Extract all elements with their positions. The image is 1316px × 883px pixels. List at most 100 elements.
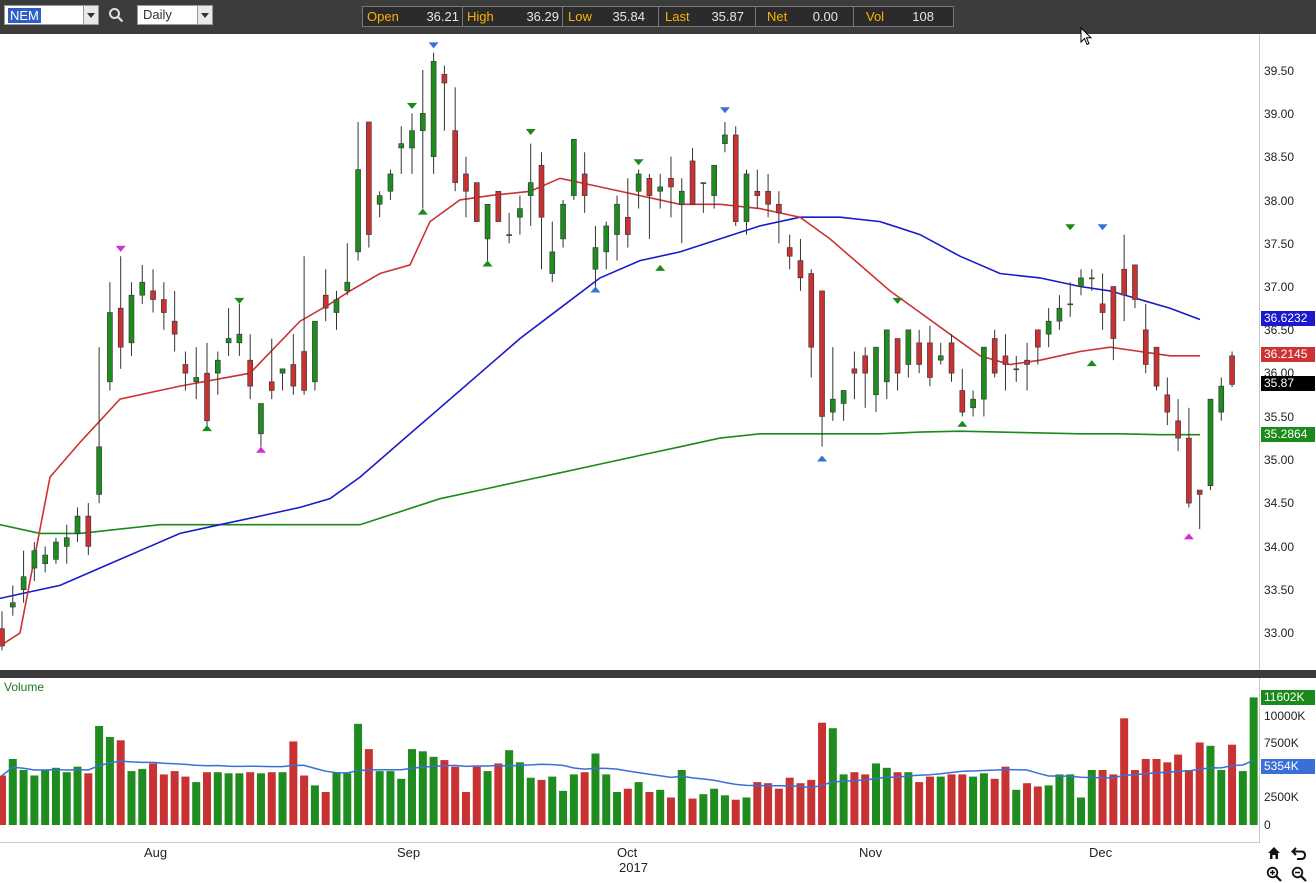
candle-body <box>883 329 890 383</box>
candle-body <box>765 190 771 205</box>
candle-body <box>592 247 599 270</box>
symbol-dropdown-button[interactable] <box>83 5 99 25</box>
last-label: Last <box>665 9 690 24</box>
candle-body <box>506 234 512 236</box>
volume-bar <box>677 770 686 825</box>
volume-bar <box>1023 783 1032 825</box>
price-chart[interactable] <box>0 34 1259 670</box>
volume-bar <box>850 772 859 825</box>
ma20-price-tag: 36.2145 <box>1261 347 1315 362</box>
signal-marker-up <box>957 420 968 427</box>
candle-body <box>1024 359 1030 365</box>
volume-bar <box>1120 718 1129 825</box>
candle-body <box>430 61 437 157</box>
signal-marker-down <box>1065 224 1076 231</box>
volume-bar <box>839 774 848 825</box>
volume-bar <box>893 772 902 825</box>
panel-divider[interactable] <box>0 670 1316 678</box>
candle-body <box>53 541 59 560</box>
candle-body <box>1099 303 1106 313</box>
volume-bar <box>116 740 125 825</box>
volume-bar <box>666 797 675 825</box>
price-tick: 35.50 <box>1264 410 1295 424</box>
volume-bar <box>278 772 287 825</box>
volume-bar <box>925 776 934 825</box>
candle-body <box>830 398 836 413</box>
search-icon[interactable] <box>108 7 124 23</box>
net-label: Net <box>767 9 788 24</box>
volume-bar <box>461 792 470 825</box>
volume-bar <box>969 776 978 825</box>
volume-bar <box>203 772 212 825</box>
candle-body <box>689 160 696 205</box>
volume-bar <box>51 767 60 825</box>
candle-body <box>1207 398 1214 487</box>
low-label: Low <box>568 9 592 24</box>
candle-body <box>236 333 243 344</box>
zoom-in-icon[interactable] <box>1266 866 1282 882</box>
quote-bar: Open 36.21 High 36.29 Low 35.84 Last 35.… <box>362 6 954 27</box>
open-value: 36.21 <box>426 9 459 24</box>
volume-bar <box>386 771 395 825</box>
volume-bar <box>159 774 168 825</box>
signal-marker-down <box>892 297 903 304</box>
candle-body <box>398 143 405 149</box>
volume-bar <box>62 772 71 825</box>
volume-average-line <box>1 759 1254 789</box>
candle-body <box>1164 394 1171 413</box>
candle-body <box>776 203 782 214</box>
candle-body <box>312 320 318 383</box>
volume-bar <box>224 773 233 825</box>
high-label: High <box>467 9 494 24</box>
signal-marker-down <box>115 245 126 252</box>
candle-body <box>344 281 351 292</box>
high-value: 36.29 <box>526 9 559 24</box>
volume-bar <box>656 789 665 825</box>
candle-body <box>700 182 707 184</box>
price-tick: 38.50 <box>1264 150 1295 164</box>
price-tick: 37.50 <box>1264 237 1295 251</box>
symbol-text: NEM <box>8 8 41 23</box>
signal-marker-up <box>817 455 828 462</box>
candle-body <box>1218 385 1225 413</box>
volume-chart[interactable] <box>0 678 1259 842</box>
undo-icon[interactable] <box>1291 845 1307 861</box>
signal-marker-down <box>719 107 730 114</box>
volume-bar <box>1184 770 1193 825</box>
candle-body <box>74 515 81 534</box>
volume-bar <box>1044 785 1053 825</box>
volume-bar <box>41 770 50 825</box>
candle-body <box>9 602 16 608</box>
volume-bar <box>1130 770 1139 825</box>
candle-body <box>991 338 998 374</box>
volume-bar <box>256 773 265 825</box>
candle-body <box>463 173 469 192</box>
symbol-input[interactable]: NEM <box>4 5 84 25</box>
candle-body <box>840 390 847 404</box>
volume-axis-line <box>1259 678 1260 843</box>
home-icon[interactable] <box>1266 845 1282 861</box>
x-axis-line <box>0 842 1259 843</box>
ma20-line <box>0 177 1200 647</box>
zoom-out-icon[interactable] <box>1291 866 1307 882</box>
volume-tick: 7500K <box>1264 736 1299 750</box>
period-select[interactable]: Daily <box>137 5 199 25</box>
ma200-price-tag: 35.2864 <box>1261 427 1315 442</box>
volume-max-tag: 11602K <box>1261 690 1315 705</box>
volume-bar <box>1174 754 1183 825</box>
candle-body <box>862 355 869 374</box>
volume-bar <box>321 792 330 825</box>
volume-bar <box>634 782 643 825</box>
candle-body <box>538 164 545 218</box>
candle-body <box>635 173 642 192</box>
volume-bar <box>170 771 179 825</box>
candle-body <box>711 164 717 196</box>
volume-bar <box>1001 766 1010 825</box>
candle-body <box>1186 437 1192 504</box>
signal-marker-down <box>1097 224 1108 231</box>
candle-body <box>905 329 912 365</box>
toolbar: NEM Daily Open 36.21 High 36.29 Low 35.8… <box>0 0 1316 34</box>
period-dropdown-button[interactable] <box>197 5 213 25</box>
candle-body <box>981 346 987 400</box>
volume-tick: 0 <box>1264 818 1271 832</box>
